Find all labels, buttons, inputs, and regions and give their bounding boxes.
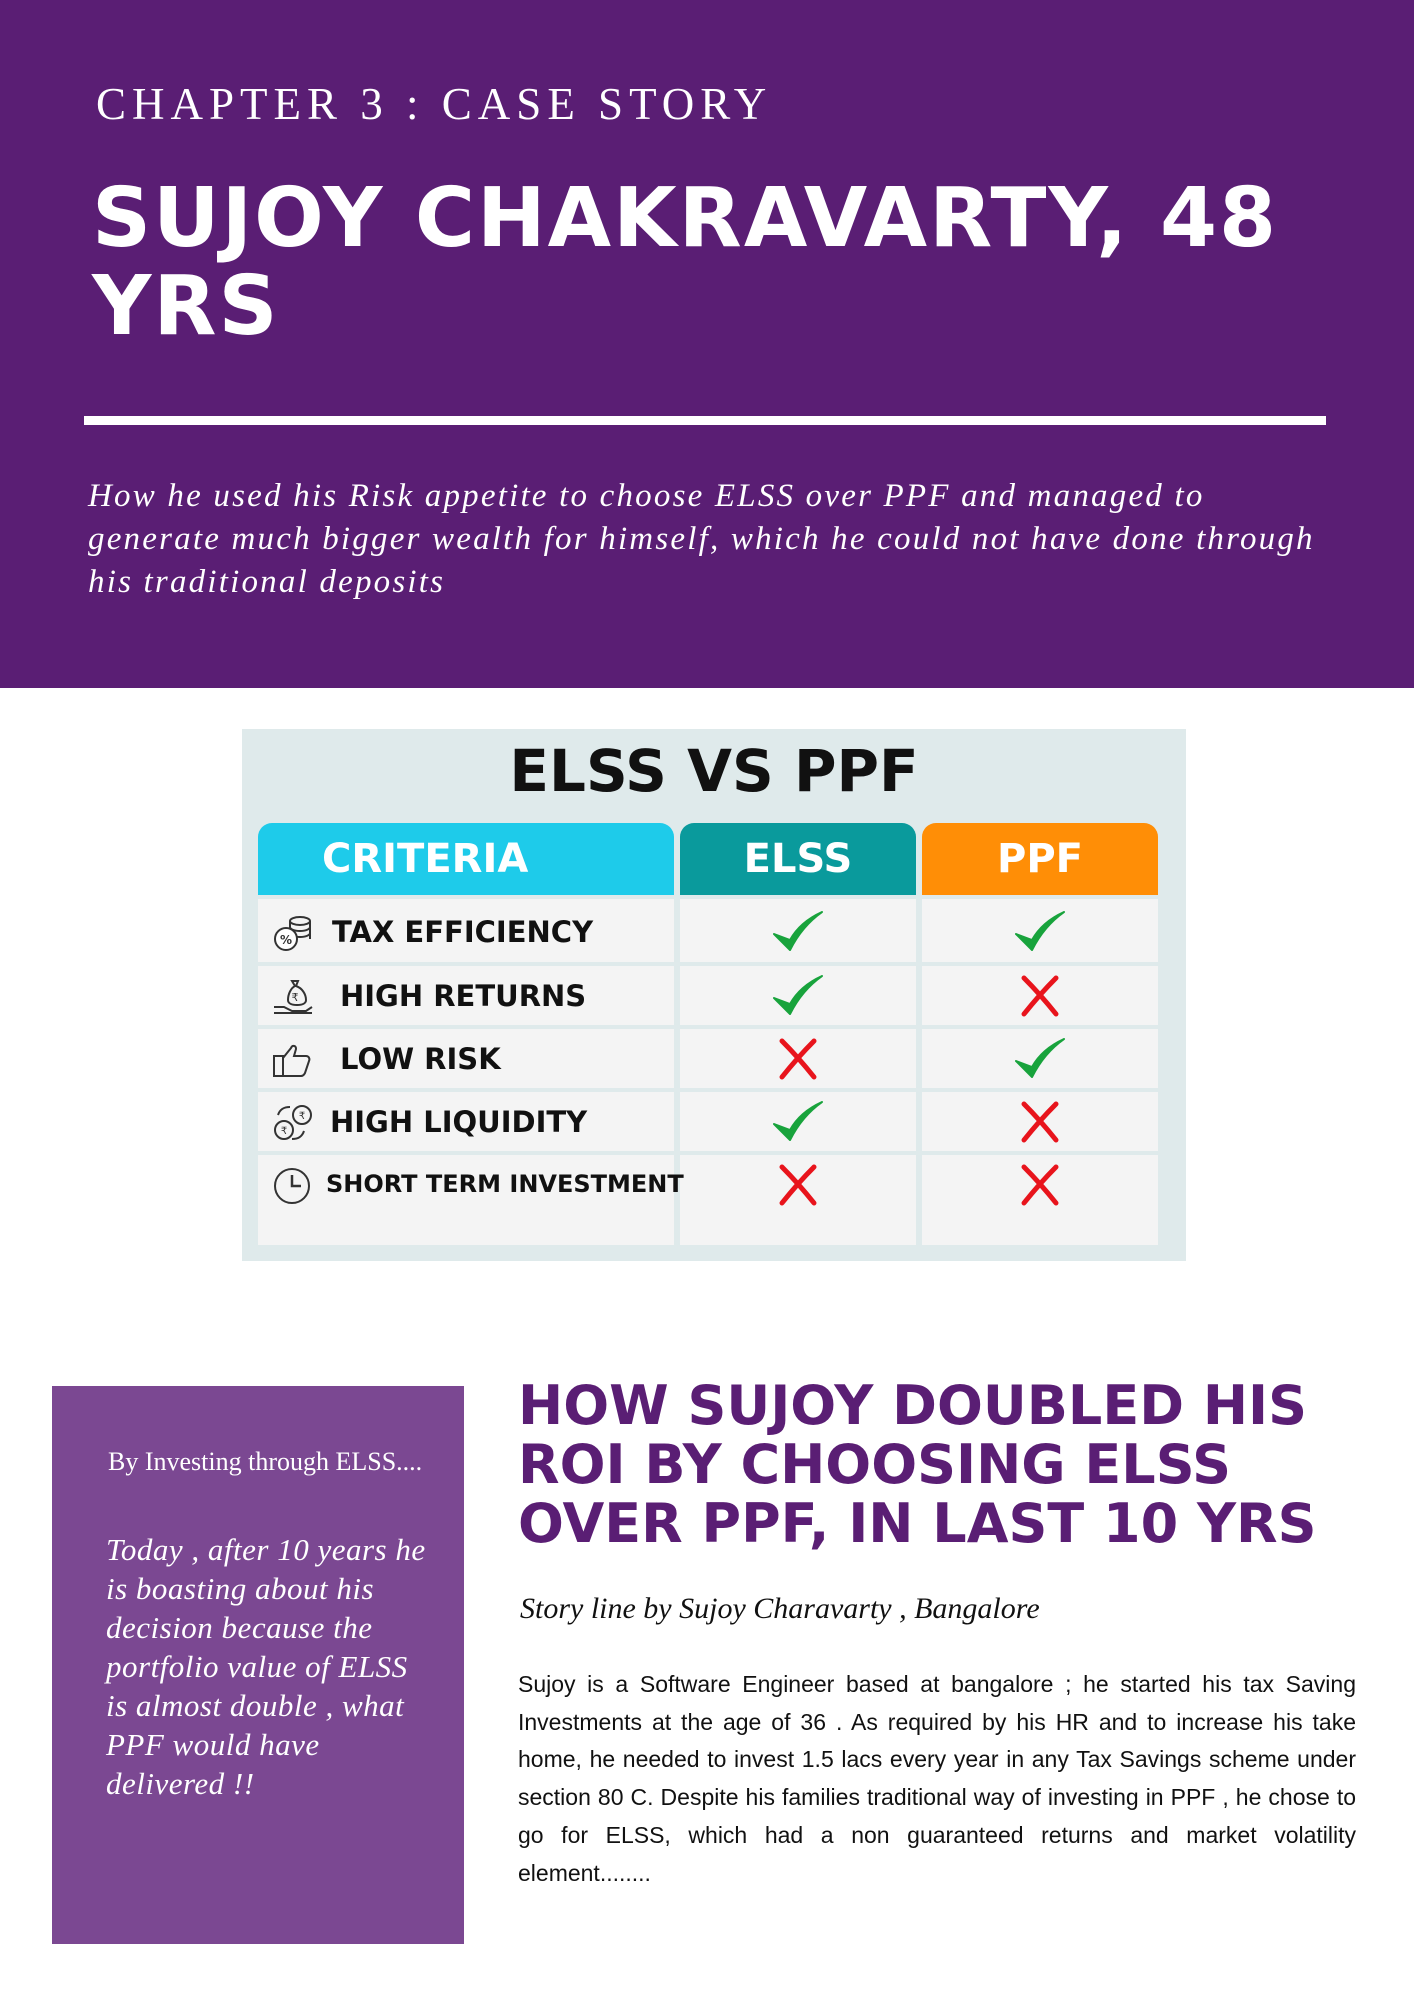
check-icon [773,975,823,1015]
criteria-label: HIGH LIQUIDITY [330,1105,588,1139]
cross-icon [779,1164,817,1206]
title-divider [84,416,1326,425]
svg-text:₹: ₹ [292,991,299,1004]
article-headline: HOW SUJOY DOUBLED HIS ROI BY CHOOSING EL… [518,1374,1317,1555]
check-icon [773,1101,823,1141]
hero-banner: CHAPTER 3 : CASE STORY SUJOY CHAKRAVARTY… [0,0,1414,688]
svg-text:%: % [280,933,292,947]
article-byline: Story line by Sujoy Charavarty , Bangalo… [520,1592,1040,1625]
comparison-table: ELSS VS PPF CRITERIA ELSS PPF % TAX EFFI… [242,729,1186,1261]
cross-icon [1021,1164,1059,1206]
sidebar-quote: Today , after 10 years he is boasting ab… [106,1532,426,1801]
criteria-label: LOW RISK [340,1042,501,1076]
row-divider [258,1088,1158,1092]
page-subtitle: How he used his Risk appetite to choose … [88,478,1315,600]
row-divider [258,1151,1158,1155]
page-title: SUJOY CHAKRAVARTY, 48 YRS [92,171,1279,354]
check-icon [1015,1038,1065,1078]
sidebar-lead: By Investing through ELSS.... [108,1447,423,1476]
cross-icon [1021,975,1059,1017]
currency-exchange-icon: ₹ ₹ [274,1105,312,1140]
thumbs-up-icon [273,1044,311,1077]
money-bag-hand-icon: ₹ [274,980,313,1014]
criteria-row-short-term-investment: SHORT TERM INVESTMENT [258,1154,684,1216]
criteria-row-high-liquidity: ₹ ₹ HIGH LIQUIDITY [258,1091,674,1153]
check-icon [773,911,823,951]
criteria-row-tax-efficiency: % TAX EFFICIENCY [258,901,674,963]
row-divider [258,962,1158,966]
criteria-row-high-returns: ₹ HIGH RETURNS [258,965,674,1027]
criteria-row-low-risk: LOW RISK [258,1028,674,1090]
row-divider [258,1025,1158,1029]
ppf-column-header: PPF [922,823,1158,895]
elss-column-header: ELSS [680,823,916,895]
criteria-label: SHORT TERM INVESTMENT [326,1170,684,1198]
criteria-label: HIGH RETURNS [340,979,587,1013]
cross-icon [779,1038,817,1080]
check-icon [1015,911,1065,951]
coins-percent-icon: % [274,916,311,951]
svg-text:₹: ₹ [299,1111,305,1122]
criteria-label: TAX EFFICIENCY [332,915,594,949]
svg-text:₹: ₹ [281,1126,287,1137]
chapter-label: CHAPTER 3 : CASE STORY [96,79,773,129]
comparison-title: ELSS VS PPF [509,737,919,805]
highlight-sidebar: By Investing through ELSS.... Today , af… [52,1386,464,1944]
clock-icon [274,1168,310,1204]
criteria-header-label: CRITERIA [322,836,529,882]
article-body: Sujoy is a Software Engineer based at ba… [518,1671,1356,1886]
criteria-column-header: CRITERIA [258,823,674,895]
cross-icon [1021,1101,1059,1143]
criteria-column [258,899,674,1245]
